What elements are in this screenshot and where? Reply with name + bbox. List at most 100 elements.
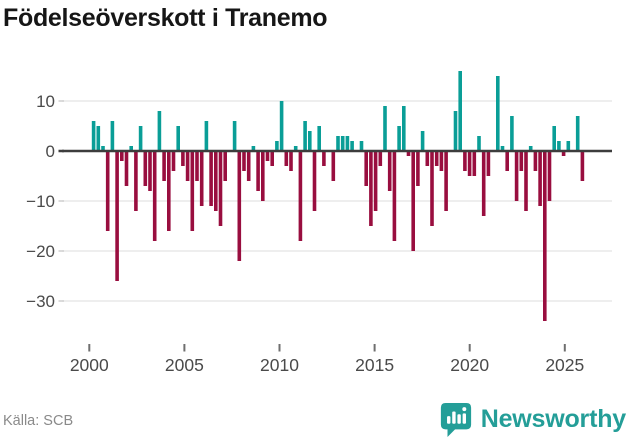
bar <box>402 106 406 151</box>
bar <box>110 121 115 151</box>
x-tick-label: 2015 <box>355 355 394 375</box>
bar <box>373 151 378 211</box>
bar <box>209 151 213 206</box>
bar <box>369 151 373 226</box>
bar <box>101 146 105 151</box>
bar <box>580 151 585 181</box>
bar <box>477 136 481 151</box>
bar <box>204 121 209 151</box>
bar <box>420 131 425 151</box>
bar <box>331 151 336 181</box>
bar <box>547 151 552 201</box>
bar <box>383 106 387 151</box>
bar <box>500 146 505 151</box>
bar <box>96 126 101 151</box>
bar <box>453 111 458 151</box>
bar <box>472 151 477 176</box>
bar <box>157 111 162 151</box>
bar <box>528 146 533 151</box>
bar <box>134 151 138 211</box>
bar <box>434 151 439 166</box>
bar <box>265 151 270 161</box>
bar <box>575 116 580 151</box>
bar <box>195 151 199 181</box>
bar <box>115 151 119 281</box>
bar <box>214 151 218 211</box>
bar <box>463 151 467 171</box>
bar <box>284 151 289 166</box>
bar <box>261 151 265 201</box>
bar <box>397 126 401 151</box>
bar <box>162 151 166 181</box>
bar <box>91 121 96 151</box>
x-tick-label: 2005 <box>165 355 204 375</box>
bar <box>317 126 321 151</box>
bar <box>129 146 133 151</box>
bar <box>538 151 542 206</box>
bar <box>425 151 430 166</box>
bar <box>467 151 472 176</box>
bar <box>505 151 509 171</box>
bar <box>533 151 538 171</box>
bar <box>430 151 434 226</box>
y-tick-label: 0 <box>46 142 55 161</box>
bar <box>524 151 528 211</box>
source-label: Källa: SCB <box>3 413 74 429</box>
bar <box>279 101 284 151</box>
y-tick-label: −10 <box>26 192 55 211</box>
bar <box>364 151 368 186</box>
bar <box>152 151 157 241</box>
bar <box>181 151 185 166</box>
bar <box>510 116 514 151</box>
bar <box>199 151 204 206</box>
bar <box>359 141 364 151</box>
bar <box>308 131 312 151</box>
bar <box>557 141 561 151</box>
x-tick-label: 2025 <box>545 355 584 375</box>
bar <box>561 151 566 156</box>
bar <box>566 141 571 151</box>
bar <box>120 151 124 161</box>
bar <box>167 151 171 231</box>
bar <box>340 136 345 151</box>
bar <box>171 151 176 171</box>
bar <box>289 151 293 171</box>
bar <box>350 141 354 151</box>
bar <box>543 151 547 321</box>
bar <box>105 151 110 231</box>
bar <box>218 151 223 226</box>
bar <box>232 121 237 151</box>
bar <box>406 151 411 156</box>
bar <box>242 151 246 171</box>
bar <box>496 76 500 151</box>
x-tick-label: 2000 <box>70 355 109 375</box>
newsworthy-logo-icon <box>440 402 471 437</box>
bar <box>519 151 524 171</box>
bar <box>458 71 462 151</box>
y-tick-label: −20 <box>26 242 55 261</box>
bar <box>256 151 260 191</box>
bar <box>481 151 486 216</box>
bar <box>246 151 251 181</box>
bar <box>176 126 180 151</box>
bar <box>392 151 397 241</box>
brand-name: Newsworthy <box>480 404 626 433</box>
bar <box>251 146 256 151</box>
bar <box>387 151 392 191</box>
bar <box>336 136 340 151</box>
bar <box>322 151 326 166</box>
bar <box>293 146 298 151</box>
bar <box>378 151 383 166</box>
bar <box>416 151 420 186</box>
bar <box>486 151 491 176</box>
bar <box>138 126 143 151</box>
x-tick-label: 2010 <box>260 355 299 375</box>
bar <box>270 151 274 166</box>
bar <box>298 151 303 241</box>
bar <box>148 151 152 191</box>
bar <box>303 121 307 151</box>
x-tick-label: 2020 <box>450 355 489 375</box>
newsworthy-logo: Newsworthy <box>439 401 626 437</box>
